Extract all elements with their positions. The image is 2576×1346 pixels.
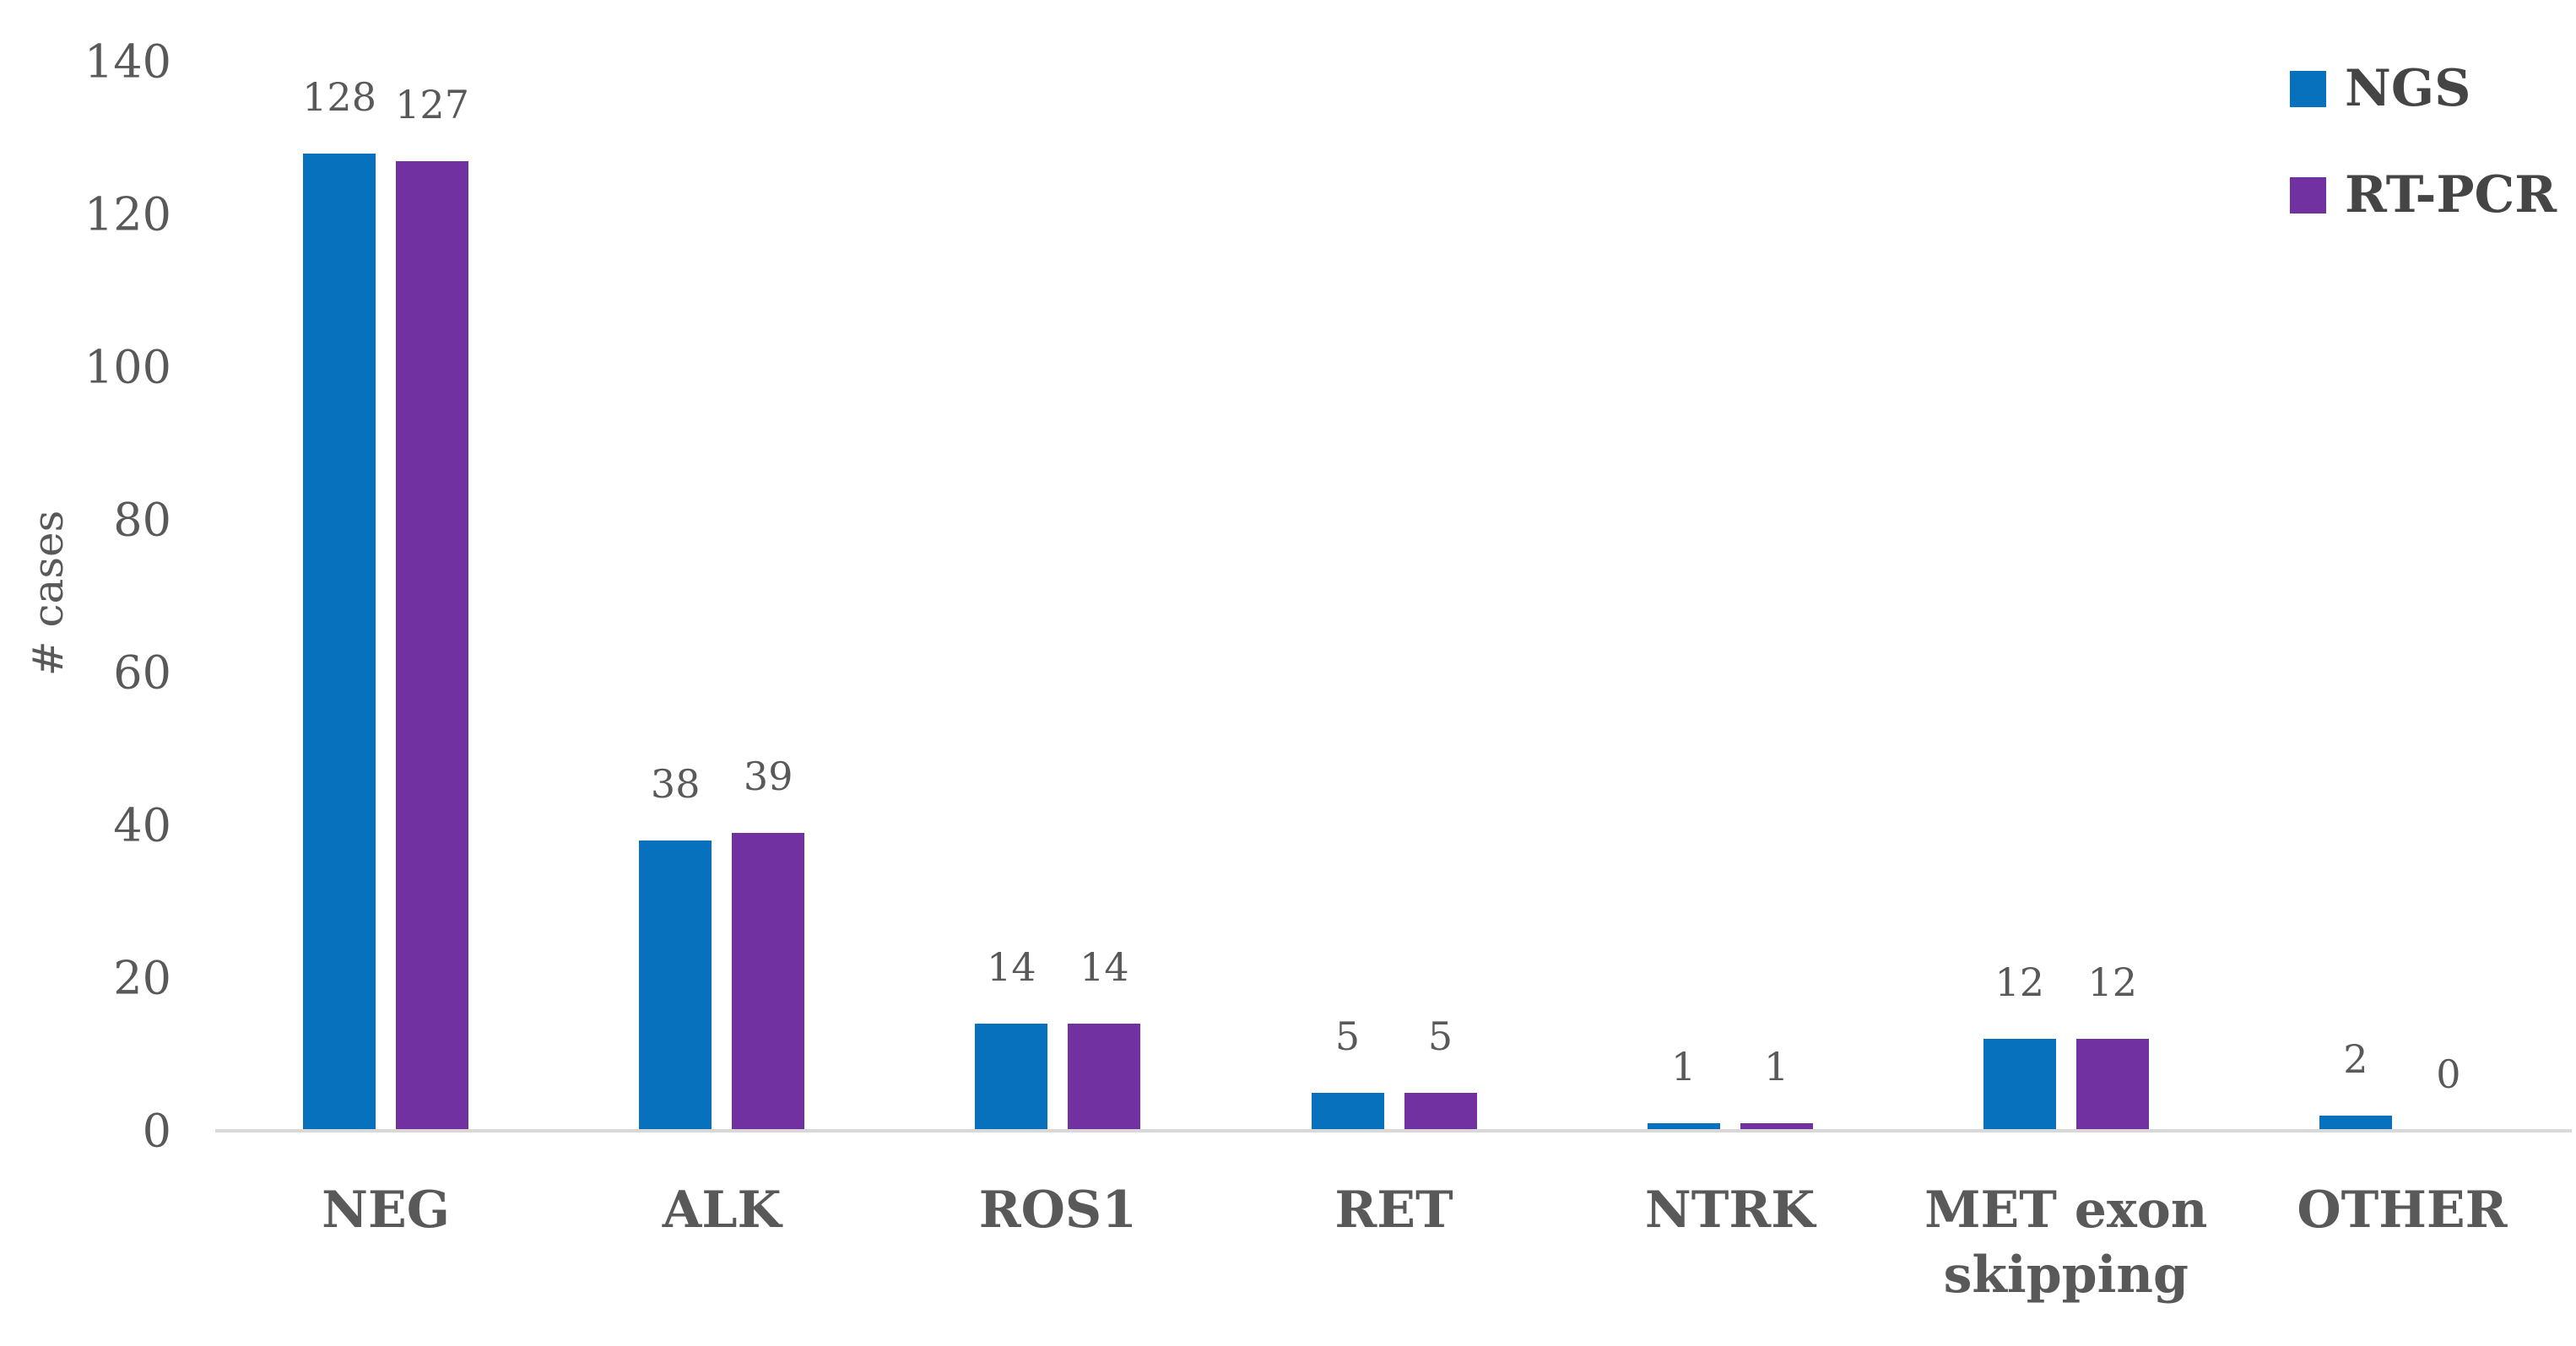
value-label: 39 xyxy=(743,754,793,800)
y-tick-label: 140 xyxy=(84,35,171,89)
y-tick-label: 40 xyxy=(113,798,171,852)
y-tick-label: 0 xyxy=(142,1104,171,1158)
x-category-label-ros1: ROS1 xyxy=(978,1181,1137,1240)
value-label: 5 xyxy=(1334,1013,1361,1059)
x-category-label-neg: NEG xyxy=(322,1181,450,1240)
legend-item-rt-pcr: RT-PCR xyxy=(2290,165,2557,224)
value-label: 128 xyxy=(302,73,376,120)
value-label: 1 xyxy=(1671,1043,1697,1089)
x-category-label-ret: RET xyxy=(1334,1181,1453,1240)
x-category-label-alk: ALK xyxy=(662,1181,782,1240)
bar-ngs-ret xyxy=(1311,1092,1384,1131)
bar-rt-pcr-alk xyxy=(732,833,805,1131)
value-label: 12 xyxy=(1994,959,2045,1006)
bar-ngs-alk xyxy=(639,841,712,1131)
x-axis-baseline xyxy=(215,1129,2572,1132)
x-category-label-ntrk: NTRK xyxy=(1644,1181,1816,1240)
bar-rt-pcr-ret xyxy=(1404,1092,1477,1131)
value-label: 127 xyxy=(395,81,469,127)
value-label: 0 xyxy=(2436,1051,2461,1097)
y-tick-label: 20 xyxy=(113,951,171,1005)
bar-ngs-neg xyxy=(303,153,376,1131)
y-tick-label: 120 xyxy=(84,187,171,241)
value-label: 5 xyxy=(1427,1013,1453,1059)
value-label: 1 xyxy=(1764,1043,1789,1089)
bar-ngs-other xyxy=(2319,1115,2392,1131)
legend-swatch-ngs xyxy=(2290,70,2326,107)
bar-ngs-ros1 xyxy=(975,1024,1048,1131)
plot-area: 128 127 38 39 14 14 5 5 1 1 12 12 2 0 xyxy=(302,73,2461,1131)
bar-rt-pcr-met-exon-skipping xyxy=(2075,1039,2149,1131)
legend-swatch-rt-pcr xyxy=(2290,176,2326,214)
bar-rt-pcr-ntrk xyxy=(1740,1122,1813,1131)
value-label: 2 xyxy=(2343,1035,2368,1082)
y-tick-label: 60 xyxy=(113,646,171,700)
y-tick-label: 80 xyxy=(113,493,171,547)
bar-ngs-ntrk xyxy=(1647,1122,1720,1131)
legend-label-rt-pcr: RT-PCR xyxy=(2345,165,2557,224)
x-category-label-met-exon-skipping: MET exon skipping xyxy=(1924,1181,2208,1305)
bar-rt-pcr-ros1 xyxy=(1068,1024,1141,1131)
bar-ngs-met-exon-skipping xyxy=(1983,1039,2056,1131)
value-label: 14 xyxy=(987,944,1036,991)
legend-item-ngs: NGS xyxy=(2290,59,2470,118)
x-category-label-other: OTHER xyxy=(2297,1181,2508,1240)
value-label: 14 xyxy=(1080,944,1129,991)
value-label: 38 xyxy=(650,761,701,808)
bar-rt-pcr-neg xyxy=(396,160,469,1131)
value-label: 12 xyxy=(2087,959,2138,1006)
y-tick-label: 100 xyxy=(84,340,171,394)
legend-label-ngs: NGS xyxy=(2345,59,2471,118)
